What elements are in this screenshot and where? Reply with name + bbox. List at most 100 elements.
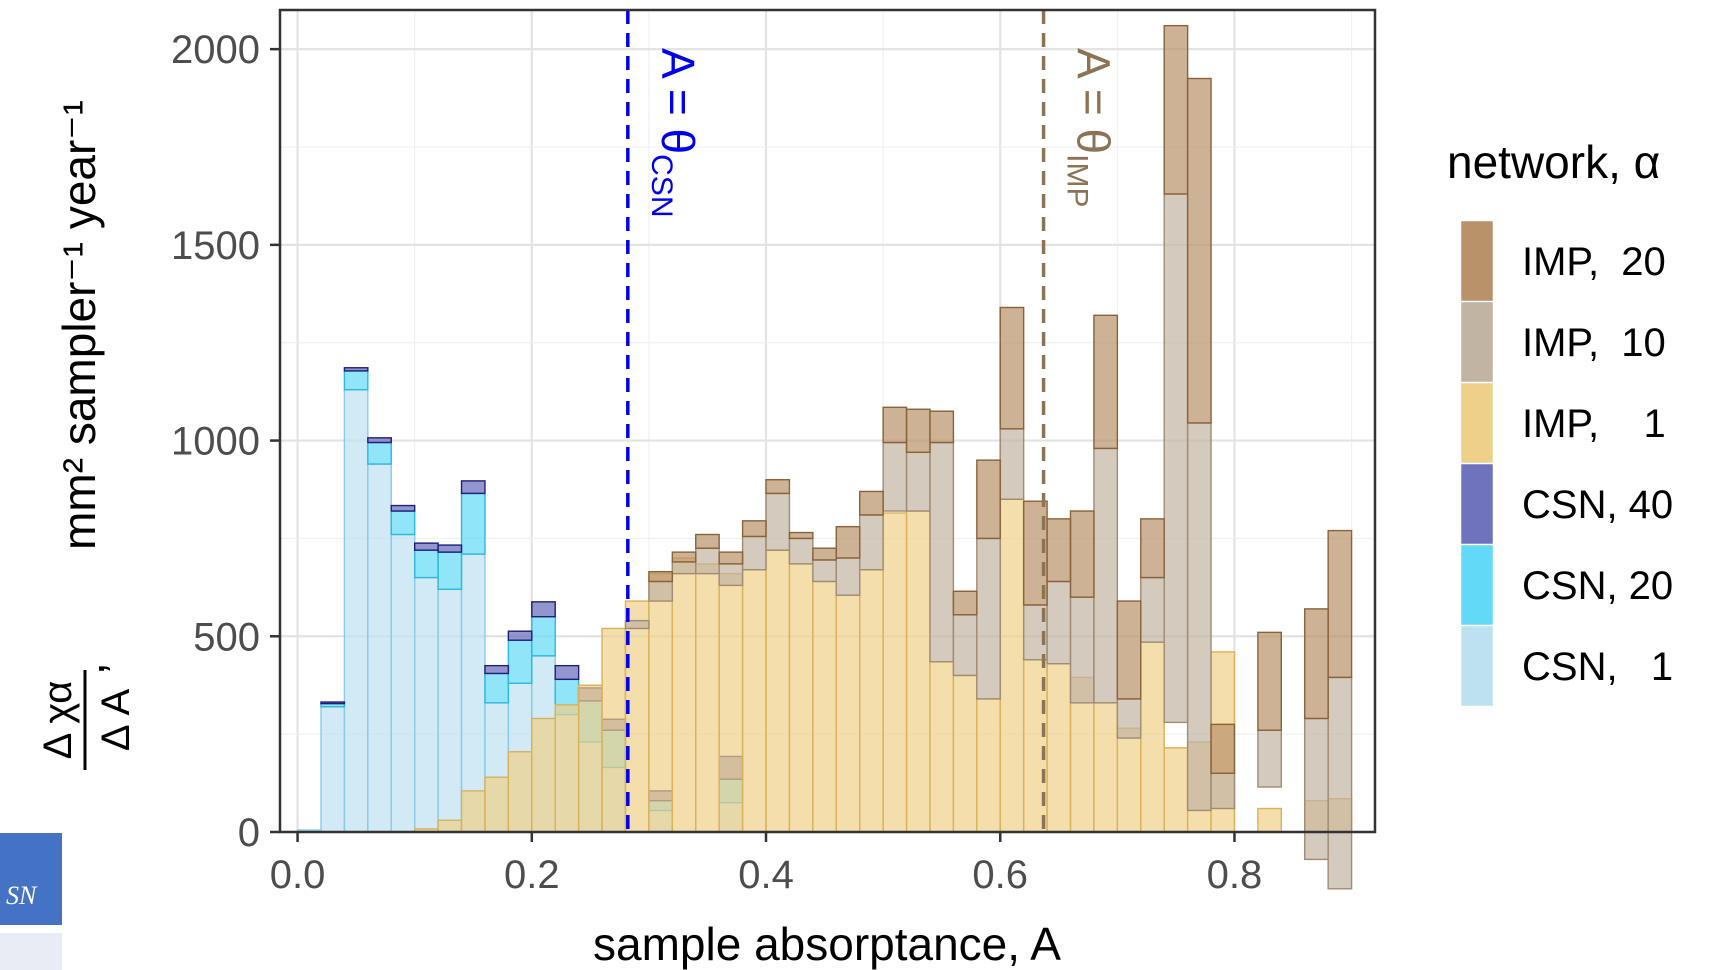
series-5 <box>648 24 1353 774</box>
bar <box>460 790 486 833</box>
threshold-label-sub: CSN <box>645 154 678 217</box>
bar <box>320 701 346 705</box>
bar <box>695 533 720 549</box>
bar <box>343 367 369 372</box>
bar <box>648 571 674 583</box>
bar <box>554 704 580 833</box>
bar <box>1163 24 1189 195</box>
legend-label: IMP, 10 <box>1522 321 1666 365</box>
bar <box>554 664 580 681</box>
bar <box>1327 529 1353 679</box>
bar <box>413 576 439 833</box>
bar <box>741 569 767 833</box>
bar <box>507 639 533 684</box>
bar <box>413 549 439 579</box>
bar <box>1093 447 1119 704</box>
bar <box>437 551 463 591</box>
bar <box>437 819 463 833</box>
bar <box>1257 807 1283 833</box>
bar <box>929 410 955 444</box>
y-axis-fraction-numerator: Δ χα <box>36 681 80 760</box>
x-tick-label: 0.8 <box>1207 853 1263 897</box>
threshold-label-main: A = θ <box>1068 48 1120 154</box>
bar <box>671 557 697 833</box>
bar <box>1093 702 1119 833</box>
bar <box>788 537 814 565</box>
bar <box>835 557 861 596</box>
bar <box>905 408 931 454</box>
bar <box>1046 662 1072 833</box>
bar <box>741 535 767 571</box>
bar <box>695 563 720 833</box>
bar <box>484 672 510 704</box>
bar <box>1210 723 1236 774</box>
bar <box>1069 510 1095 598</box>
bar <box>1210 772 1236 810</box>
x-tick-label: 0.6 <box>972 853 1028 897</box>
series-4 <box>624 193 1353 890</box>
y-tick-label: 500 <box>193 615 260 659</box>
y-tick-label: 0 <box>238 811 260 855</box>
bar <box>765 492 791 551</box>
bar <box>484 776 510 833</box>
legend-label: IMP, 1 <box>1522 402 1666 446</box>
bar <box>718 551 744 565</box>
bar <box>1327 676 1353 890</box>
threshold-label-0: A = θCSN <box>645 48 704 218</box>
bar <box>601 627 627 833</box>
bar <box>835 525 861 559</box>
bar <box>531 601 556 618</box>
bar <box>952 614 978 677</box>
bar <box>648 572 674 833</box>
bar <box>1163 193 1189 724</box>
bar <box>460 492 486 555</box>
bar <box>812 559 837 583</box>
legend-swatch <box>1461 545 1493 625</box>
bar <box>882 406 908 444</box>
y-tick-label: 1000 <box>171 420 260 464</box>
y-axis-title: mm² sampler⁻¹ year⁻¹ <box>53 100 105 550</box>
bar <box>1069 596 1095 704</box>
legend-swatch <box>1461 221 1493 301</box>
bar <box>648 580 674 602</box>
bar <box>367 441 392 465</box>
bar <box>437 588 463 833</box>
bar <box>976 698 1001 833</box>
axis-ticks: 0.0 0.2 0.4 0.6 0.8 0 500 1000 1500 2000 <box>171 28 1262 897</box>
series-3 <box>413 498 1353 833</box>
bar <box>1046 580 1072 665</box>
legend-swatch <box>1461 302 1493 382</box>
bar <box>1257 631 1283 731</box>
bar <box>859 569 884 833</box>
bar <box>765 549 791 833</box>
legend-label: CSN, 40 <box>1522 483 1673 527</box>
bar <box>367 437 392 444</box>
legend-label: IMP, 20 <box>1522 240 1666 284</box>
bar <box>367 463 392 833</box>
fragment-badge <box>0 833 62 925</box>
bar <box>531 717 556 833</box>
y-axis-fraction: Δ χα Δ A <box>36 670 138 770</box>
bar <box>1140 641 1165 833</box>
bar <box>859 514 884 571</box>
y-axis-fraction-denominator: Δ A <box>94 689 138 752</box>
bar <box>1116 727 1142 833</box>
y-axis-units: mm² sampler⁻¹ year⁻¹ <box>53 100 105 550</box>
bar <box>437 544 463 553</box>
x-tick-label: 0.0 <box>270 853 326 897</box>
bar <box>1257 729 1283 788</box>
panel-border <box>278 8 1377 834</box>
bar <box>695 547 720 575</box>
bar <box>999 306 1025 430</box>
bar <box>1093 314 1119 450</box>
bar <box>952 590 978 616</box>
legend-label: CSN, 1 <box>1522 645 1673 689</box>
bar <box>999 428 1025 500</box>
bar <box>413 542 439 551</box>
bar <box>671 561 697 575</box>
bar <box>577 684 603 833</box>
bar <box>999 498 1025 833</box>
bar <box>812 547 837 561</box>
